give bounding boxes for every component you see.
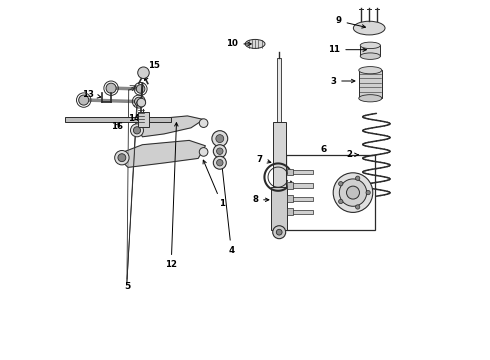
Circle shape — [130, 124, 144, 137]
Circle shape — [276, 229, 282, 235]
Circle shape — [366, 190, 370, 195]
Polygon shape — [121, 140, 205, 167]
Bar — [139, 112, 148, 127]
Circle shape — [199, 119, 208, 127]
Text: 16: 16 — [111, 122, 123, 131]
Text: 9: 9 — [336, 17, 366, 28]
Bar — [292, 170, 313, 174]
Bar — [65, 117, 171, 122]
Circle shape — [339, 199, 343, 204]
Circle shape — [115, 150, 129, 165]
Text: 8: 8 — [252, 195, 269, 204]
Circle shape — [106, 83, 116, 93]
Circle shape — [199, 148, 208, 156]
Circle shape — [217, 159, 223, 166]
Text: 10: 10 — [226, 40, 251, 49]
Circle shape — [333, 173, 373, 212]
Bar — [292, 183, 313, 188]
Bar — [287, 182, 293, 189]
Text: 3: 3 — [330, 77, 355, 86]
Circle shape — [339, 179, 367, 206]
Circle shape — [136, 85, 145, 93]
Polygon shape — [137, 116, 204, 137]
Bar — [292, 210, 313, 214]
Ellipse shape — [360, 53, 380, 59]
Text: 12: 12 — [165, 123, 178, 269]
Text: 6: 6 — [320, 145, 326, 154]
Text: 5: 5 — [124, 282, 130, 291]
Circle shape — [137, 98, 146, 107]
Circle shape — [212, 131, 228, 147]
Text: 13: 13 — [82, 90, 101, 99]
Bar — [287, 169, 293, 175]
Bar — [287, 208, 293, 215]
Circle shape — [216, 135, 224, 143]
Circle shape — [134, 97, 143, 106]
Circle shape — [217, 148, 223, 154]
Text: 1: 1 — [203, 160, 224, 208]
Text: 14: 14 — [128, 114, 146, 122]
Circle shape — [356, 176, 360, 180]
Circle shape — [133, 127, 141, 134]
Bar — [277, 58, 281, 137]
Bar — [292, 197, 313, 201]
Circle shape — [346, 186, 360, 199]
Circle shape — [339, 181, 343, 186]
Text: 15: 15 — [145, 61, 160, 80]
Circle shape — [213, 145, 226, 158]
Bar — [286, 155, 374, 230]
Text: 7: 7 — [256, 155, 271, 163]
Bar — [287, 195, 293, 202]
Circle shape — [79, 95, 89, 105]
Bar — [273, 122, 286, 202]
Ellipse shape — [245, 40, 265, 49]
Circle shape — [356, 205, 360, 209]
Bar — [359, 70, 382, 98]
Text: 2: 2 — [346, 150, 358, 159]
Bar — [360, 45, 380, 56]
Ellipse shape — [360, 42, 380, 49]
Text: 11: 11 — [328, 45, 367, 54]
Ellipse shape — [359, 67, 382, 74]
Circle shape — [118, 154, 126, 162]
Circle shape — [213, 156, 226, 169]
Text: 4: 4 — [219, 150, 234, 255]
Ellipse shape — [359, 95, 382, 102]
Circle shape — [138, 67, 149, 78]
Ellipse shape — [353, 21, 385, 35]
Circle shape — [273, 226, 286, 239]
Bar — [271, 187, 287, 230]
